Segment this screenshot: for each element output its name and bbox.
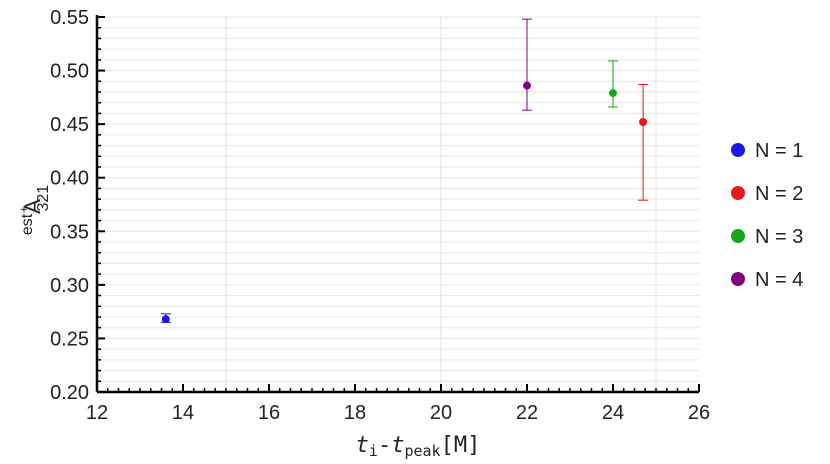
point — [161, 315, 170, 324]
x-label-part: t — [356, 433, 369, 458]
legend-marker — [731, 186, 745, 200]
legend-label: N = 4 — [755, 269, 803, 291]
legend-marker — [731, 143, 745, 157]
x-tick-label: 26 — [688, 402, 710, 424]
x-tick-label: 24 — [602, 402, 624, 424]
legend-marker — [731, 272, 745, 286]
y-label-part: + — [16, 206, 31, 214]
y-tick-label: 0.35 — [50, 221, 89, 243]
y-tick-label: 0.55 — [50, 7, 89, 29]
point — [523, 81, 531, 90]
y-tick-label: 0.25 — [50, 328, 89, 350]
x-axis-label: ti-tpeak[M] — [356, 433, 481, 460]
x-label-part: peak — [404, 442, 440, 460]
x-tick-label: 22 — [516, 402, 538, 424]
y-label-part: A — [20, 199, 45, 214]
x-label-part: t — [391, 433, 404, 458]
y-tick-label: 0.40 — [50, 168, 89, 190]
y-tick-label: 0.20 — [50, 382, 89, 404]
y-tick-label: 0.50 — [50, 61, 89, 83]
x-tick-label: 18 — [344, 402, 366, 424]
x-tick-label: 14 — [172, 402, 194, 424]
x-label-part: - — [378, 433, 391, 458]
y-axis-label: estA+ 321 — [16, 185, 52, 235]
y-label-part: est — [19, 213, 36, 235]
x-label-part: [M] — [441, 433, 481, 458]
legend-label: N = 2 — [755, 183, 803, 205]
y-tick-label: 0.30 — [50, 275, 89, 297]
point — [639, 118, 648, 126]
x-tick-label: 20 — [430, 402, 452, 424]
legend-marker — [731, 229, 745, 243]
y-label-part: 321 — [35, 185, 52, 212]
point — [609, 89, 617, 98]
x-tick-label: 12 — [86, 402, 108, 424]
x-tick-label: 16 — [258, 402, 280, 424]
x-label-part: i — [369, 442, 378, 460]
y-tick-label: 0.45 — [50, 114, 89, 136]
legend-label: N = 3 — [755, 226, 803, 248]
legend-label: N = 1 — [755, 140, 803, 162]
